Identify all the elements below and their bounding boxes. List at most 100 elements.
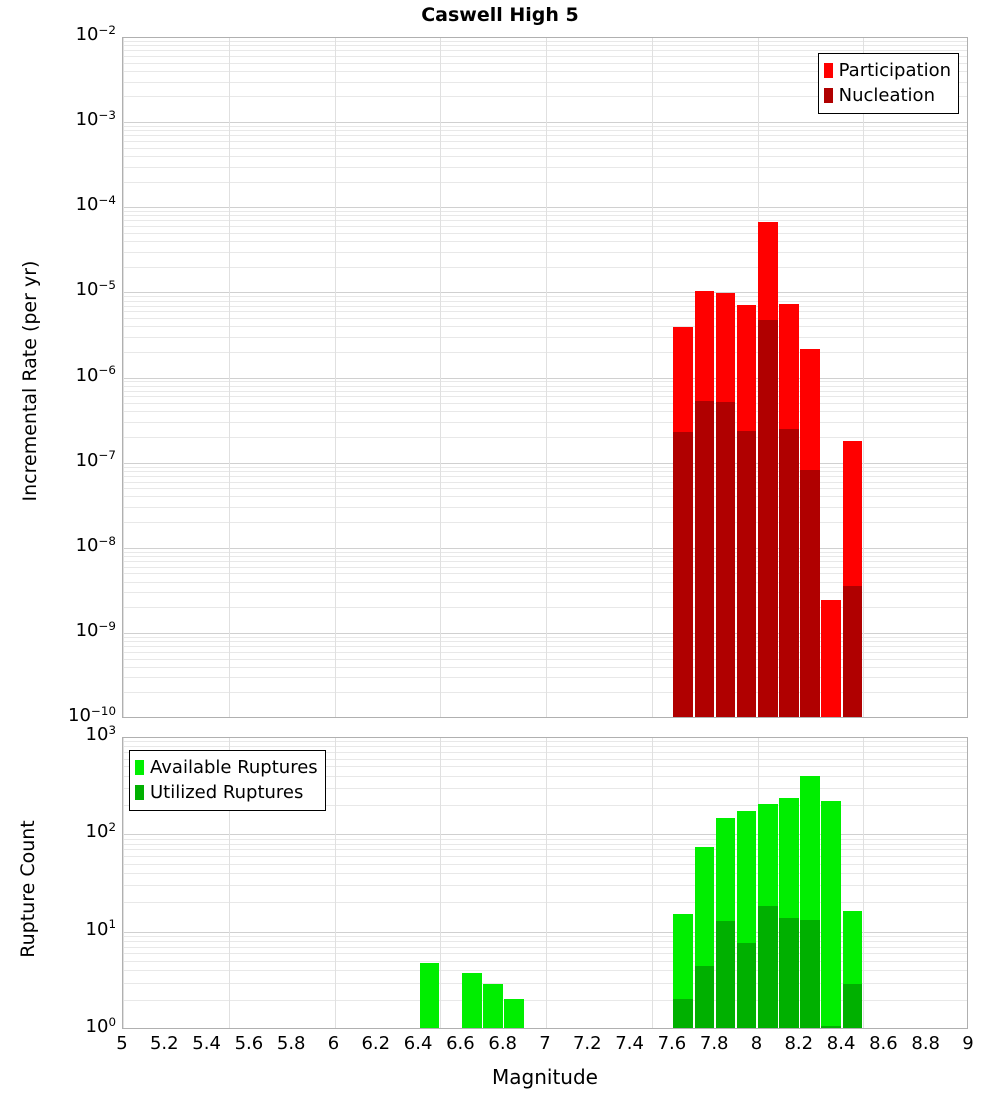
gridline-horizontal	[123, 885, 967, 887]
gridline-horizontal	[123, 488, 967, 490]
gridline-horizontal	[123, 960, 967, 962]
gridline-horizontal	[123, 381, 967, 383]
gridline-horizontal	[123, 946, 967, 948]
gridline-horizontal	[123, 296, 967, 298]
gridline-horizontal	[123, 636, 967, 638]
gridline-horizontal	[123, 658, 967, 660]
gridline-horizontal	[123, 551, 967, 553]
gridline-horizontal	[123, 232, 967, 234]
gridline-horizontal	[123, 677, 967, 679]
gridline-horizontal	[123, 592, 967, 594]
legend-swatch-icon	[823, 88, 833, 103]
x-tick-label: 6.6	[446, 1033, 475, 1054]
bar-utilized-ruptures	[673, 998, 694, 1028]
gridline-vertical	[440, 738, 442, 1028]
gridline-vertical	[228, 738, 230, 1028]
gridline-horizontal	[123, 318, 967, 319]
x-tick-label: 5.6	[234, 1033, 264, 1054]
gridline-horizontal	[123, 135, 967, 137]
gridline-horizontal	[123, 941, 967, 943]
gridline-horizontal	[123, 207, 967, 209]
gridline-horizontal	[123, 351, 967, 353]
legend-entry: Available Ruptures	[135, 755, 318, 780]
gridline-horizontal	[123, 266, 967, 268]
gridline-horizontal	[123, 481, 967, 483]
x-tick-label: 7	[539, 1033, 551, 1054]
gridline-horizontal	[123, 873, 967, 875]
gridline-vertical	[228, 38, 230, 717]
bar-utilized-ruptures	[842, 984, 863, 1028]
gridline-horizontal	[123, 752, 967, 754]
gridline-horizontal	[123, 241, 967, 243]
gridline-vertical	[123, 38, 124, 717]
top-panel-gridlines	[123, 38, 967, 717]
gridline-horizontal	[123, 126, 967, 128]
gridline-horizontal	[123, 741, 967, 743]
gridline-horizontal	[123, 226, 967, 228]
y-tick-label: 10−2	[75, 22, 116, 45]
gridline-horizontal	[123, 475, 967, 477]
x-tick-label: 8.4	[826, 1033, 856, 1054]
gridline-horizontal	[123, 385, 967, 387]
gridline-horizontal	[123, 775, 967, 777]
bar-nucleation	[673, 432, 694, 717]
gridline-horizontal	[123, 436, 967, 438]
bottom-panel-bars	[123, 738, 967, 1028]
gridline-horizontal	[123, 211, 967, 213]
y-tick-label: 102	[85, 820, 116, 843]
gridline-horizontal	[123, 462, 967, 464]
legend-label: Available Ruptures	[150, 756, 318, 778]
bar-utilized-ruptures	[779, 917, 799, 1028]
gridline-horizontal	[123, 641, 967, 643]
bar-nucleation	[842, 585, 863, 717]
bar-available-ruptures	[504, 998, 524, 1028]
gridline-horizontal	[123, 970, 967, 972]
gridline-horizontal	[123, 843, 967, 845]
bar-nucleation	[800, 469, 820, 717]
bar-nucleation	[736, 430, 757, 717]
bar-nucleation	[779, 429, 799, 717]
y-tick-label: 10−10	[68, 703, 116, 726]
y-tick-label: 10−7	[75, 448, 116, 471]
gridline-horizontal	[123, 692, 967, 694]
legend-swatch-icon	[135, 785, 144, 800]
gridline-horizontal	[123, 70, 967, 72]
x-axis-title: Magnitude	[492, 1065, 598, 1089]
gridline-horizontal	[123, 220, 967, 222]
gridline-vertical	[334, 738, 336, 1028]
gridline-horizontal	[123, 581, 967, 583]
gridline-horizontal	[123, 982, 967, 984]
gridline-horizontal	[123, 55, 967, 57]
x-tick-label: 7.2	[572, 1033, 602, 1054]
gridline-horizontal	[123, 411, 967, 413]
gridline-horizontal	[123, 573, 967, 575]
x-tick-label: 5.4	[192, 1033, 221, 1054]
x-tick-label: 8.6	[869, 1033, 898, 1054]
y-tick-label: 10−5	[75, 278, 116, 301]
legend-entry: Nucleation	[823, 83, 951, 108]
gridline-vertical	[546, 738, 547, 1028]
x-tick-label: 7.8	[699, 1033, 729, 1054]
gridline-vertical	[334, 38, 336, 717]
bar-available-ruptures	[483, 984, 503, 1028]
gridline-horizontal	[123, 646, 967, 648]
gridline-horizontal	[123, 336, 967, 338]
gridline-horizontal	[123, 305, 967, 307]
bar-available-ruptures	[419, 962, 440, 1028]
bar-utilized-ruptures	[758, 905, 778, 1028]
gridline-horizontal	[123, 838, 967, 840]
gridline-horizontal	[123, 522, 967, 524]
gridline-horizontal	[123, 326, 967, 328]
gridline-horizontal	[123, 507, 967, 509]
bar-nucleation	[715, 402, 736, 717]
gridline-horizontal	[123, 547, 967, 549]
y-tick-label: 10−8	[75, 533, 116, 556]
gridline-horizontal	[123, 40, 967, 42]
gridline-horizontal	[123, 863, 967, 865]
gridline-horizontal	[123, 251, 967, 253]
gridline-horizontal	[123, 849, 967, 851]
bar-available-ruptures	[821, 800, 842, 1028]
legend-entry: Participation	[823, 58, 951, 83]
x-tick-label: 6.4	[403, 1033, 433, 1054]
